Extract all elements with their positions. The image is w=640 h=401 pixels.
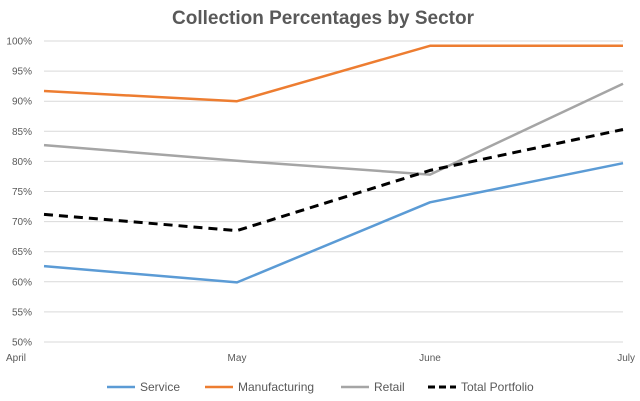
y-tick-label: 100% [6, 37, 32, 48]
x-tick-label: April [6, 353, 26, 364]
x-tick-label: June [419, 353, 441, 364]
legend-label: Service [140, 380, 180, 394]
legend-item-total-portfolio: Total Portfolio [428, 380, 534, 394]
y-tick-label: 70% [12, 217, 32, 228]
x-axis-tick-labels: April May June July [6, 353, 635, 364]
y-tick-label: 75% [12, 187, 32, 198]
y-tick-label: 55% [12, 307, 32, 318]
series-line-retail [43, 82, 624, 176]
x-tick-label: May [228, 353, 247, 364]
x-tick-label: July [617, 353, 635, 364]
series-line-total-portfolio [43, 128, 624, 233]
y-tick-label: 95% [12, 67, 32, 78]
y-tick-label: 80% [12, 157, 32, 168]
gridlines [44, 40, 623, 343]
legend-label: Retail [374, 380, 405, 394]
legend-label: Total Portfolio [461, 380, 534, 394]
y-tick-label: 60% [12, 277, 32, 288]
legend-item-service: Service [107, 380, 180, 394]
series-line-manufacturing [43, 44, 623, 103]
y-tick-label: 50% [12, 338, 32, 349]
y-axis-tick-labels: 50% 55% 60% 65% 70% 75% 80% 85% 90% 95% 100% [6, 37, 32, 349]
chart-title: Collection Percentages by Sector [172, 8, 475, 29]
legend: Service Manufacturing Retail Total Portfoli… [107, 380, 534, 394]
y-tick-label: 85% [12, 127, 32, 138]
legend-item-manufacturing: Manufacturing [205, 380, 314, 394]
series-lines [43, 44, 624, 284]
y-tick-label: 65% [12, 247, 32, 258]
series-line-service [43, 161, 624, 284]
legend-label: Manufacturing [238, 380, 314, 394]
legend-item-retail: Retail [341, 380, 405, 394]
y-tick-label: 90% [12, 97, 32, 108]
